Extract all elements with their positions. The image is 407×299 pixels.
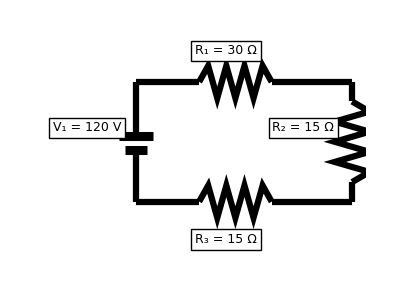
- Text: V₁ = 120 V: V₁ = 120 V: [53, 121, 121, 135]
- Text: R₁ = 30 Ω: R₁ = 30 Ω: [195, 44, 257, 57]
- Text: R₂ = 15 Ω: R₂ = 15 Ω: [272, 121, 334, 135]
- Text: R₃ = 15 Ω: R₃ = 15 Ω: [195, 233, 257, 246]
